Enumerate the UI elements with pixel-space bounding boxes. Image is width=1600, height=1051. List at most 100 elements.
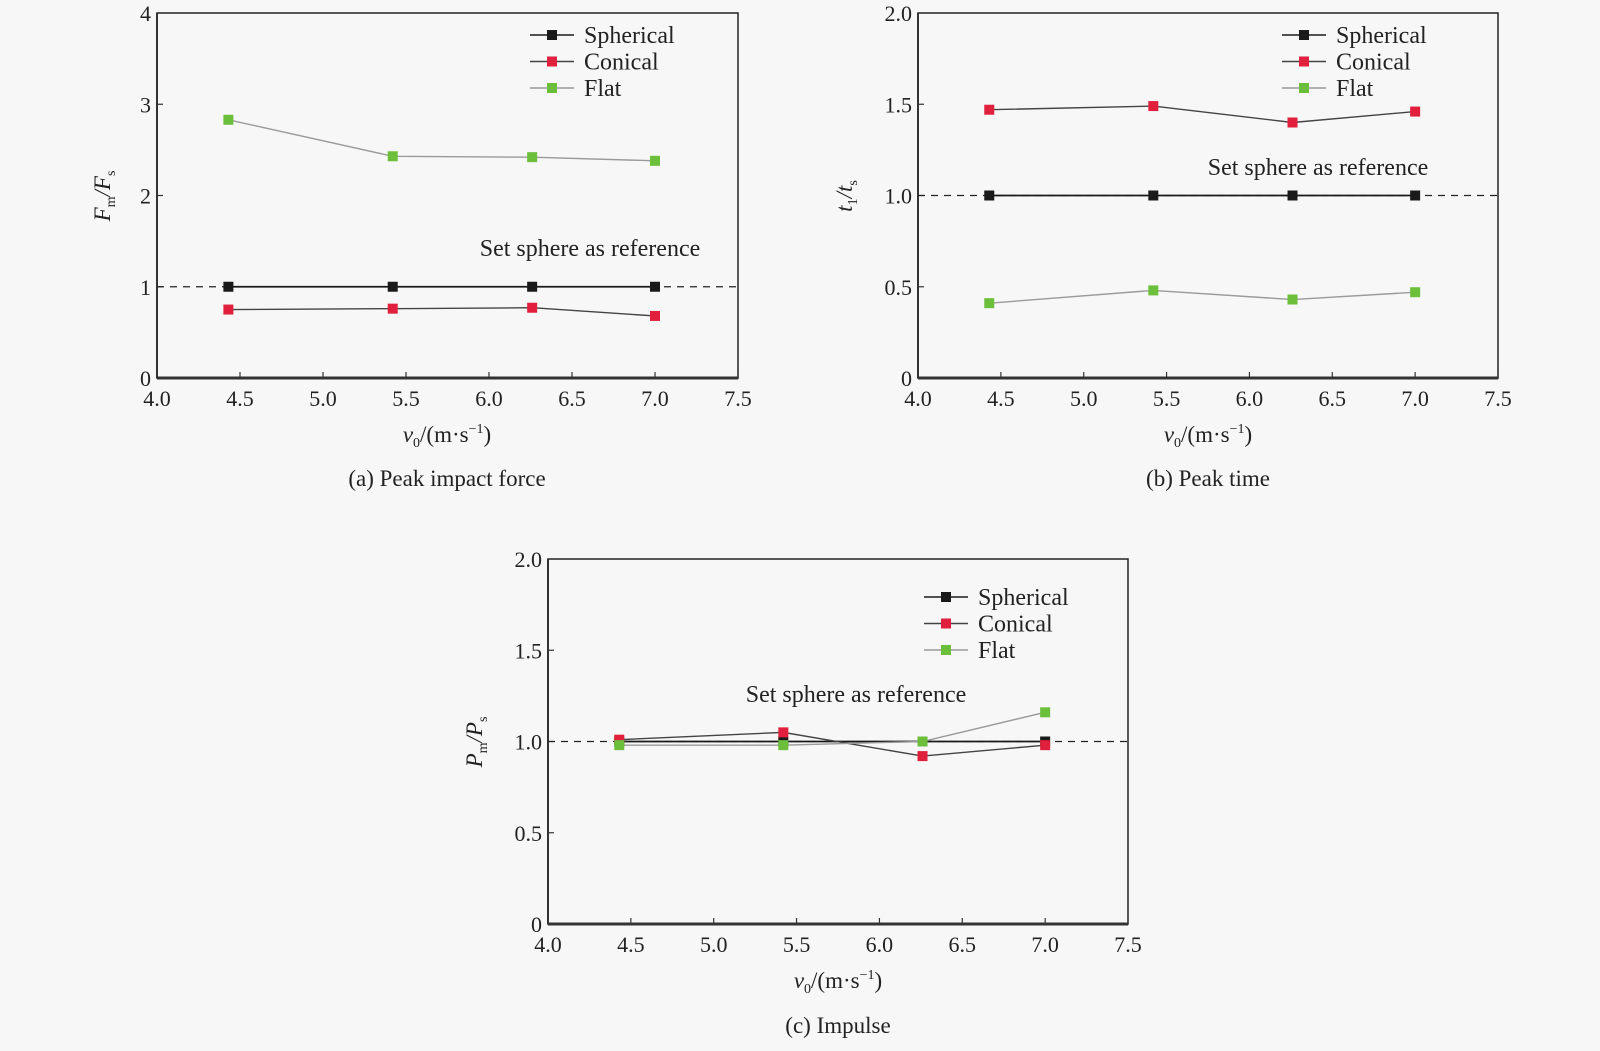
data-point-flat — [1410, 287, 1421, 298]
data-point-spherical — [1410, 190, 1421, 201]
y-axis-title-num: t — [832, 205, 857, 212]
x-axis-title: v0/(m·s−1) — [1164, 422, 1252, 451]
data-point-conical — [527, 302, 538, 313]
data-point-conical — [1040, 740, 1051, 751]
x-tick-label: 7.0 — [641, 386, 669, 411]
data-point-conical — [387, 303, 398, 314]
x-tick-label: 5.5 — [783, 932, 811, 957]
chart-panel-c: 4.0 4.5 5.0 5.5 6.0 6.5 7.0 7.5 0 0.5 1.0 1.5 2.0 Set… — [462, 547, 1142, 1038]
y-tick-label: 0 — [531, 912, 542, 937]
x-axis-title-sup: −1 — [469, 422, 484, 437]
x-axis-title: v0/(m·s−1) — [794, 968, 882, 997]
x-tick-label: 5.5 — [392, 386, 420, 411]
x-tick-label: 6.5 — [558, 386, 586, 411]
data-point-conical — [1287, 117, 1298, 128]
data-point-flat — [650, 155, 660, 166]
x-axis-title-close: ) — [484, 422, 492, 447]
data-point-conical — [650, 310, 660, 321]
x-tick-label: 7.5 — [1484, 386, 1512, 411]
y-tick-label: 1.0 — [515, 730, 543, 755]
data-point-flat — [984, 298, 995, 309]
x-axis-title-var: v — [794, 968, 805, 993]
data-point-flat — [1148, 285, 1159, 296]
data-point-conical — [984, 104, 995, 115]
y-axis-title-num-sub: m — [476, 742, 491, 753]
series-conical — [223, 302, 660, 321]
series-line-flat — [989, 289, 1416, 304]
y-tick-label: 1.5 — [885, 92, 913, 117]
reference-annotation: Set sphere as reference — [746, 682, 967, 708]
x-axis-title-sup: −1 — [860, 968, 875, 983]
series-line-flat — [228, 119, 656, 162]
series-flat — [223, 114, 660, 166]
y-axis-title-den-sub: s — [846, 180, 861, 185]
y-axis-title-den-sub: s — [104, 171, 119, 176]
data-point-conical — [614, 734, 625, 745]
x-axis-title-sup: −1 — [1230, 422, 1245, 437]
panel-caption: (c) Impulse — [785, 1013, 890, 1038]
legend-label-flat: Flat — [584, 76, 622, 102]
series-line-conical — [619, 731, 1046, 757]
y-axis-title-num-sub: 1 — [846, 198, 861, 205]
series-line-conical — [989, 105, 1416, 124]
series-flat — [614, 707, 1051, 751]
y-tick-label: 2 — [140, 184, 151, 209]
x-axis-title-sub: 0 — [413, 436, 420, 451]
y-axis-title-den: t — [832, 185, 857, 192]
x-tick-label: 6.0 — [866, 932, 894, 957]
panel-caption: (a) Peak impact force — [348, 466, 545, 491]
y-axis-title-den-sub: s — [476, 717, 491, 722]
legend-label-flat: Flat — [1336, 76, 1374, 102]
data-point-conical — [917, 751, 928, 762]
y-tick-label: 1 — [140, 275, 151, 300]
series-spherical — [223, 281, 660, 292]
data-point-spherical — [1148, 190, 1159, 201]
x-axis-title-var: v — [1164, 422, 1175, 447]
y-tick-label: 4 — [140, 1, 151, 26]
chart-panel-a: 4.0 4.5 5.0 5.5 6.0 6.5 7.0 7.5 0 1 2 3 4 Set sphere … — [90, 1, 752, 491]
y-axis-title-num-sub: m — [104, 196, 119, 207]
y-tick-label: 0.5 — [515, 821, 543, 846]
legend-marker-flat — [1299, 83, 1309, 93]
series-line-conical — [228, 307, 656, 317]
x-tick-label: 4.5 — [987, 386, 1015, 411]
legend-label-spherical: Spherical — [1336, 23, 1427, 49]
y-axis-title: Pm/Ps — [462, 717, 491, 769]
x-axis-title: v0/(m·s−1) — [403, 422, 491, 451]
legend-marker-conical — [941, 618, 951, 629]
y-tick-label: 0 — [140, 366, 151, 391]
legend-marker-flat — [941, 645, 951, 655]
y-axis-title-den: F — [90, 175, 115, 191]
y-axis-title-num: P — [462, 753, 487, 768]
series-conical — [984, 101, 1421, 128]
series-line-flat — [619, 711, 1046, 746]
x-tick-label: 4.0 — [904, 386, 932, 411]
x-tick-label: 4.5 — [226, 386, 254, 411]
data-point-spherical — [650, 281, 660, 292]
y-tick-label: 0.5 — [885, 275, 913, 300]
legend-label-conical: Conical — [1336, 50, 1411, 76]
data-point-conical — [1410, 106, 1421, 117]
legend-marker-spherical — [941, 592, 951, 602]
legend-label-spherical: Spherical — [978, 585, 1069, 611]
data-point-spherical — [387, 281, 398, 292]
legend-marker-conical — [1299, 56, 1309, 67]
data-point-flat — [527, 152, 538, 163]
y-tick-label: 1.0 — [885, 184, 913, 209]
data-point-flat — [223, 114, 234, 125]
x-tick-label: 4.0 — [143, 386, 171, 411]
legend-marker-flat — [547, 83, 557, 93]
x-tick-label: 4.0 — [534, 932, 562, 957]
y-axis-title-den: P — [462, 722, 487, 737]
y-tick-label: 2.0 — [885, 1, 913, 26]
data-point-flat — [778, 740, 789, 751]
legend-label-conical: Conical — [584, 50, 659, 76]
x-axis-title-unit: /(m·s — [811, 968, 860, 993]
y-axis-title-slash: / — [90, 187, 115, 198]
legend-marker-conical — [547, 56, 557, 67]
data-point-spherical — [223, 281, 234, 292]
reference-annotation: Set sphere as reference — [480, 236, 701, 262]
